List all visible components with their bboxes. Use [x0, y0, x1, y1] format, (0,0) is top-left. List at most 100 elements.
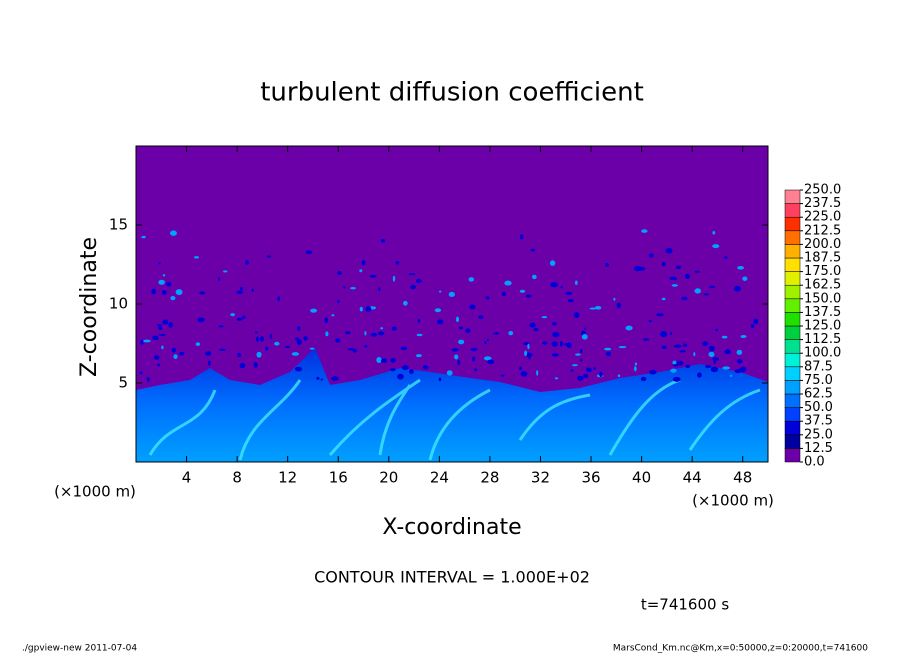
- speckle: [551, 353, 559, 357]
- speckle: [570, 369, 574, 373]
- speckle: [265, 346, 269, 351]
- speckle: [567, 299, 575, 303]
- speckle: [259, 336, 265, 342]
- speckle: [143, 339, 151, 343]
- speckle: [694, 288, 701, 294]
- speckle: [157, 363, 160, 367]
- speckle: [703, 293, 710, 296]
- speckle: [365, 306, 372, 312]
- speckle: [661, 297, 666, 301]
- x-tick-label: 44: [683, 469, 702, 487]
- speckle: [519, 366, 522, 371]
- speckle: [554, 377, 559, 380]
- speckle: [455, 316, 460, 323]
- speckle: [702, 341, 709, 347]
- colorbar-label: 100.0: [804, 346, 841, 361]
- speckle: [736, 359, 743, 364]
- time-label: t=741600 s: [641, 596, 729, 614]
- speckle: [345, 331, 351, 335]
- y-tick-label: 15: [109, 216, 128, 234]
- speckle: [169, 230, 177, 236]
- speckle: [677, 360, 681, 365]
- speckle: [551, 341, 558, 347]
- speckle: [525, 294, 532, 298]
- speckle: [377, 287, 381, 292]
- speckle: [670, 331, 673, 336]
- speckle: [580, 359, 583, 362]
- speckle: [672, 364, 679, 367]
- speckle: [709, 285, 716, 289]
- speckle: [343, 286, 346, 289]
- x-tick-label: 48: [733, 469, 752, 487]
- colorbar-band: [784, 271, 801, 286]
- speckle: [661, 261, 666, 267]
- colorbar-label: 75.0: [804, 373, 833, 388]
- speckle: [527, 343, 530, 350]
- speckle: [409, 369, 414, 375]
- speckle: [519, 234, 524, 240]
- speckle: [500, 374, 505, 377]
- chart-title: turbulent diffusion coefficient: [260, 78, 644, 108]
- colorbar-label: 162.5: [804, 278, 841, 293]
- speckle: [573, 312, 580, 318]
- speckle: [369, 274, 377, 278]
- speckle: [446, 370, 453, 376]
- speckle: [436, 319, 444, 325]
- speckle: [504, 280, 512, 286]
- speckle: [550, 281, 559, 288]
- speckle: [364, 331, 367, 336]
- speckle: [721, 335, 728, 339]
- speckle: [274, 341, 280, 346]
- speckle: [239, 362, 246, 369]
- speckle: [335, 338, 341, 343]
- speckle: [618, 345, 627, 349]
- speckle: [408, 273, 416, 276]
- speckle: [305, 250, 313, 255]
- colorbar-label: 25.0: [804, 427, 833, 442]
- field: [136, 146, 768, 462]
- speckle: [376, 357, 382, 363]
- speckle: [508, 330, 514, 336]
- speckle: [392, 275, 396, 282]
- speckle: [712, 244, 720, 249]
- speckle: [255, 336, 260, 342]
- colorbar-band: [784, 393, 801, 408]
- speckle: [670, 368, 677, 373]
- speckle: [641, 229, 648, 233]
- speckle: [416, 333, 423, 337]
- colorbar-band: [784, 189, 801, 204]
- colorbar-label: 12.5: [804, 441, 833, 456]
- speckle: [576, 375, 584, 381]
- speckle: [207, 360, 211, 367]
- speckle: [166, 281, 172, 287]
- speckle: [324, 317, 329, 324]
- speckle: [734, 285, 741, 292]
- speckle: [694, 270, 700, 273]
- speckle: [753, 318, 759, 325]
- colorbar-band: [784, 216, 801, 232]
- colorbar-label: 175.0: [804, 264, 841, 279]
- colorbar-band: [784, 448, 801, 463]
- speckle: [158, 326, 163, 331]
- colorbar-label: 137.5: [804, 305, 841, 320]
- speckle: [571, 364, 578, 367]
- colorbar-band: [784, 203, 801, 218]
- colorbar-label: 87.5: [804, 359, 833, 374]
- speckle: [303, 336, 308, 341]
- colorbar-label: 50.0: [804, 400, 833, 415]
- colorbar-band: [784, 312, 801, 327]
- speckle: [679, 350, 686, 353]
- speckle: [370, 332, 378, 337]
- speckle: [448, 291, 455, 298]
- colorbar-label: 0.0: [804, 455, 825, 470]
- speckle: [722, 366, 731, 370]
- speckle: [575, 353, 581, 356]
- colorbar-band: [784, 407, 801, 422]
- speckle: [560, 286, 563, 289]
- speckle: [454, 354, 459, 360]
- speckle: [205, 351, 212, 356]
- speckle: [277, 296, 281, 302]
- speckle: [549, 260, 556, 266]
- speckle: [458, 339, 465, 345]
